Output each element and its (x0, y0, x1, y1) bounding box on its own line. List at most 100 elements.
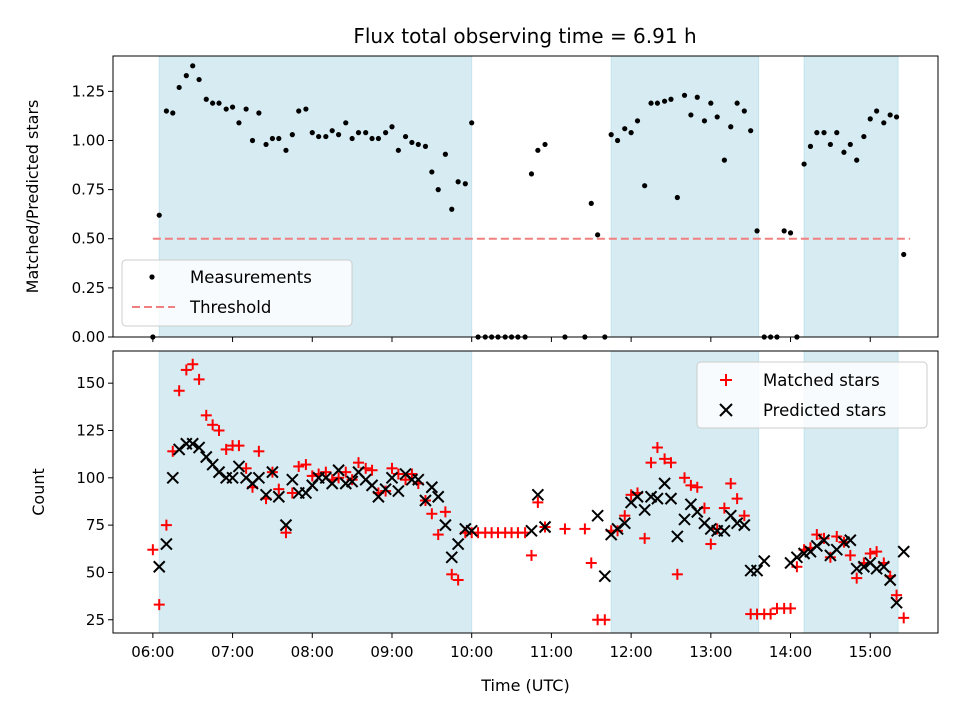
legend-threshold-label: Threshold (189, 298, 271, 317)
x-tick-label: 06:00 (131, 643, 174, 661)
measurement-point (335, 132, 342, 138)
measurement-point (395, 147, 401, 153)
measurement-point (821, 130, 827, 136)
measurement-point (210, 100, 216, 106)
matched-star-point (851, 572, 863, 584)
measurement-point (183, 73, 189, 79)
measurement-point (309, 130, 315, 136)
matched-star-point (320, 466, 332, 478)
measurement-point (807, 143, 814, 149)
matched-star-point (240, 462, 252, 474)
matched-star-point (898, 612, 910, 624)
measurement-point (674, 194, 680, 201)
y-tick-label: 0.75 (72, 181, 105, 199)
matched-star-point (200, 409, 212, 421)
measurement-points (150, 63, 907, 340)
measurement-point (754, 228, 760, 234)
y-tick-label: 1.25 (72, 82, 105, 100)
bottom-y-axis: 25 50 75 100 125 150 (76, 374, 113, 629)
predicted-star-point (259, 488, 273, 502)
matched-star-point (452, 574, 464, 586)
predicted-star-point (611, 522, 624, 536)
bottom-x-axis: 06:00 07:00 08:00 09:00 10:00 11:00 12:00 13:00… (131, 633, 892, 661)
matched-star-point (207, 419, 219, 431)
predicted-star-point (758, 554, 771, 568)
y-tick-label: 0.50 (72, 230, 105, 248)
predicted-star-point (790, 551, 804, 564)
matched-star-point (380, 485, 392, 497)
predicted-star-point (658, 477, 671, 490)
predicted-star-point (379, 482, 392, 496)
measurement-point (814, 130, 820, 136)
matched-star-point (559, 523, 571, 535)
matched-star-point (619, 510, 631, 522)
measurement-point (854, 157, 860, 163)
predicted-star-point (810, 539, 824, 553)
measurement-point (622, 126, 628, 132)
matched-star-point (233, 440, 245, 452)
matched-star-point (432, 529, 444, 541)
measurement-point (528, 171, 535, 177)
predicted-star-point (870, 562, 883, 575)
matched-star-point (153, 599, 165, 611)
measurement-point (648, 100, 654, 106)
matched-star-point (824, 551, 836, 563)
y-tick-label: 50 (86, 563, 105, 581)
measurement-point (781, 228, 787, 234)
measurement-point (469, 120, 475, 126)
x-tick-label: 13:00 (689, 643, 732, 661)
matched-star-point (293, 460, 305, 472)
legend-matched-label: Matched stars (763, 371, 880, 390)
matched-star-point (180, 364, 192, 376)
predicted-star-point (531, 488, 545, 502)
measurement-point (841, 149, 847, 155)
matched-star-point (400, 474, 412, 486)
y-tick-label: 75 (86, 516, 105, 534)
bottom-panel: 25 50 75 100 125 150 06:00 07:00 08:00 09:00 10:0… (29, 350, 939, 695)
predicted-star-point (325, 477, 339, 490)
predicted-star-point (618, 517, 631, 530)
chart-title: Flux total observing time = 6.91 h (353, 24, 696, 48)
measurement-point (263, 141, 269, 148)
measurement-point (375, 135, 382, 142)
measurement-point (409, 139, 415, 146)
measurement-point (887, 112, 893, 118)
predicted-star-point (883, 573, 897, 587)
measurement-point (216, 100, 222, 106)
measurement-point (276, 135, 282, 142)
measurement-point (614, 137, 621, 144)
matched-star-point (193, 373, 205, 385)
measurement-point (249, 137, 256, 144)
y-tick-label: 125 (76, 421, 105, 439)
matched-star-point (446, 568, 458, 580)
bottom-legend-box (696, 361, 928, 429)
top-y-axis-label: Matched/Predicted stars (23, 100, 42, 294)
measurement-point (748, 128, 754, 134)
predicted-star-point (631, 490, 644, 503)
measurement-point (422, 143, 429, 149)
measurement-point (708, 100, 714, 106)
measurement-point (861, 133, 867, 140)
predicted-star-point (226, 471, 239, 485)
predicted-star-point (857, 560, 871, 573)
matched-star-point (406, 468, 418, 480)
predicted-star-point (192, 441, 206, 454)
matched-star-point (844, 549, 856, 561)
x-tick-label: 09:00 (370, 643, 413, 661)
legend-measurements-label: Measurements (190, 268, 312, 287)
predicted-star-point (186, 437, 199, 450)
measurement-point (203, 96, 209, 102)
measurement-point (229, 104, 236, 110)
measurement-point (256, 110, 262, 116)
measurement-point (236, 120, 242, 126)
matched-star-point (645, 457, 657, 469)
measurement-point (349, 135, 355, 142)
measurement-point (721, 157, 727, 163)
measurement-point (190, 63, 196, 69)
measurement-point (787, 230, 794, 236)
predicted-star-point (598, 570, 612, 583)
measurement-point (628, 130, 634, 136)
predicted-star-point (412, 473, 425, 486)
matched-star-point (220, 443, 232, 455)
